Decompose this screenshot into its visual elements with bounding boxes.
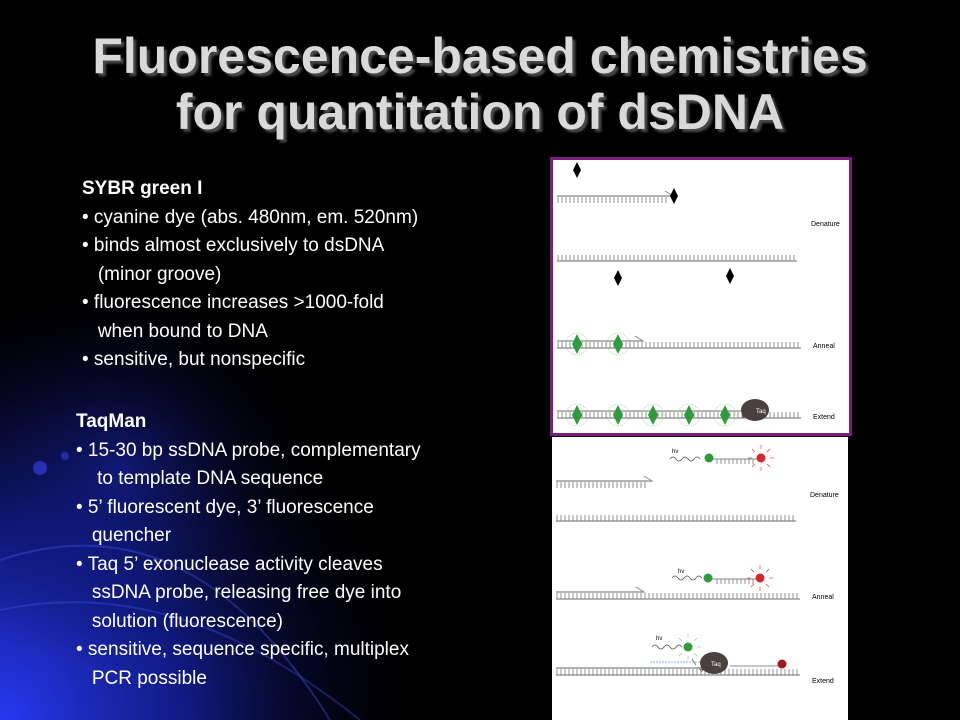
free-dye-icon — [726, 268, 734, 284]
quench-burst-icon — [747, 565, 773, 591]
slide-title: Fluorescence-based chemistries for quant… — [0, 28, 960, 140]
denature-step: hν Denature — [556, 445, 839, 522]
bound-dye-icon — [613, 405, 623, 425]
taqman-line: ssDNA probe, releasing free dye into — [76, 582, 402, 603]
decor-dot — [33, 461, 47, 475]
taqman-line: • Taq 5’ exonuclease activity cleaves — [76, 553, 383, 575]
anneal-label: Anneal — [812, 594, 834, 601]
quencher-icon — [777, 659, 787, 669]
denature-label: Denature — [810, 492, 839, 499]
quencher-icon — [756, 453, 766, 463]
anneal-label: Anneal — [813, 343, 835, 350]
extend-label: Extend — [813, 414, 835, 421]
free-reporter-dye-icon — [683, 642, 693, 652]
sybr-line: when bound to DNA — [82, 320, 268, 342]
light-label: hν — [656, 636, 662, 642]
free-dye-icon — [614, 270, 622, 286]
extend-step: hν Taq Extend — [556, 634, 834, 685]
denature-step: Denature — [557, 162, 840, 286]
title-line-2: for quantitation of dsDNA — [175, 84, 785, 140]
reporter-dye-icon — [703, 573, 713, 583]
taqman-line: • sensitive, sequence specific, multiple… — [76, 639, 409, 660]
light-wave-icon — [669, 456, 701, 462]
bound-dye-icon — [572, 334, 582, 354]
quencher-icon — [755, 573, 765, 583]
bound-dye-icon — [572, 405, 582, 425]
fluorescence-burst-icon — [675, 634, 701, 660]
taq-polymerase-icon — [700, 652, 728, 674]
sybr-line: (minor groove) — [82, 263, 222, 285]
light-wave-icon — [651, 644, 683, 650]
taqman-line: • 5’ fluorescent dye, 3’ fluorescence — [76, 496, 374, 518]
taqman-line: • 15-30 bp ssDNA probe, complementary — [76, 439, 421, 461]
extend-step: Extend Taq — [557, 399, 835, 427]
bound-dye-icon — [684, 405, 694, 425]
decor-dot — [61, 452, 69, 460]
sybr-mechanism-figure: Denature Anneal Extend — [550, 157, 852, 436]
taq-label: Taq — [756, 409, 766, 415]
bound-dye-icon — [720, 405, 730, 425]
anneal-step: Anneal — [557, 332, 835, 356]
sybr-heading: SYBR green I — [82, 178, 203, 199]
taqman-line: solution (fluorescence) — [76, 610, 283, 632]
bound-dye-icon — [648, 405, 658, 425]
sybr-line: • sensitive, but nonspecific — [82, 349, 306, 370]
taqman-mechanism-figure: hν Denature hν — [552, 437, 848, 720]
quench-burst-icon — [748, 445, 774, 471]
anneal-step: hν Anneal — [556, 565, 834, 601]
sybr-green-section: SYBR green I • cyanine dye (abs. 480nm, … — [82, 175, 418, 375]
extend-label: Extend — [812, 678, 834, 685]
taq-polymerase-icon — [741, 399, 769, 421]
free-dye-icon — [573, 162, 581, 178]
taqman-heading: TaqMan — [76, 411, 147, 432]
sybr-line: • fluorescence increases >1000-fold — [82, 292, 384, 313]
taqman-line: to template DNA sequence — [76, 468, 324, 489]
light-label: hν — [678, 569, 684, 575]
taqman-section: TaqMan • 15-30 bp ssDNA probe, complemen… — [76, 408, 421, 693]
bound-dye-icon — [613, 334, 623, 354]
free-dye-icon — [670, 188, 678, 204]
title-line-1: Fluorescence-based chemistries — [92, 28, 868, 84]
taqman-line: PCR possible — [76, 667, 207, 689]
sybr-line: • binds almost exclusively to dsDNA — [82, 235, 385, 256]
light-wave-icon — [671, 575, 703, 581]
taqman-line: quencher — [76, 525, 172, 546]
reporter-dye-icon — [704, 453, 714, 463]
taq-label: Taq — [711, 662, 721, 668]
sybr-line: • cyanine dye (abs. 480nm, em. 520nm) — [82, 206, 419, 228]
light-label: hν — [672, 449, 678, 455]
denature-label: Denature — [811, 221, 840, 228]
